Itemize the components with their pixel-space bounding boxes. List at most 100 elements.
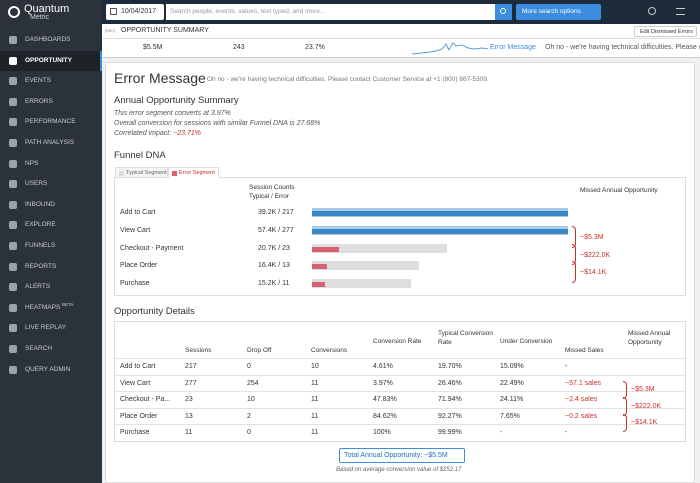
search-input[interactable]: Search people, events, values, text type… bbox=[166, 4, 495, 20]
sidebar-item[interactable]: SEARCH bbox=[0, 339, 102, 359]
sidebar-item[interactable]: DASHBOARDS bbox=[0, 30, 102, 50]
summary-message: Oh no - we're having technical difficult… bbox=[545, 44, 700, 51]
table-cell: - bbox=[565, 429, 568, 437]
sidebar-item[interactable]: HEATMAPS BETA bbox=[0, 298, 102, 318]
table-cell: 3.97% bbox=[373, 379, 393, 387]
sidebar-badge: BETA bbox=[62, 301, 74, 307]
table-cell: Add to Cart bbox=[120, 363, 156, 370]
sidebar-item[interactable]: INBOUND bbox=[0, 195, 102, 215]
error-bar bbox=[312, 228, 568, 234]
sidebar-label: EVENTS bbox=[25, 77, 52, 85]
count-separator: / bbox=[276, 244, 283, 252]
sidebar-item[interactable]: PATH ANALYSIS bbox=[0, 133, 102, 153]
sidebar-item[interactable]: LIVE REPLAY bbox=[0, 318, 102, 338]
table-cell: 11 bbox=[185, 429, 193, 437]
table-cell: 92.27% bbox=[438, 412, 462, 420]
table-cell: 11 bbox=[311, 412, 319, 420]
table-cell: 24.11% bbox=[500, 396, 524, 404]
table-cell: Purchase bbox=[120, 429, 150, 437]
session-counts: 20.7K / 23 bbox=[258, 245, 290, 252]
sidebar-icon bbox=[9, 159, 17, 168]
sidebar-item[interactable]: PERFORMANCE bbox=[0, 112, 102, 132]
legend-swatch bbox=[119, 171, 124, 176]
annual-impact: Correlated impact: ~23.71% bbox=[114, 130, 201, 137]
funnel-step: Place Order bbox=[120, 262, 158, 270]
typical-bar bbox=[312, 279, 412, 289]
sidebar-item[interactable]: EVENTS bbox=[0, 71, 102, 91]
sidebar-item[interactable]: FUNNELS bbox=[0, 236, 102, 256]
sidebar-label: HEATMAPS bbox=[25, 303, 61, 311]
sidebar-icon bbox=[9, 324, 17, 333]
column-header: Conversion Rate bbox=[373, 338, 422, 345]
row-divider bbox=[115, 424, 685, 426]
column-header: Missed Annual Opportunity bbox=[580, 187, 658, 194]
table-cell: 11 bbox=[311, 396, 319, 404]
summary-rate: 23.7% bbox=[305, 44, 325, 51]
table-cell: 99.99% bbox=[438, 429, 462, 437]
legend-tab[interactable]: Error Segment bbox=[168, 167, 219, 178]
typical-bar bbox=[312, 261, 420, 271]
missed-opportunity: ~$222.0K bbox=[631, 402, 662, 410]
annual-line: Overall conversion for sessions with sim… bbox=[114, 120, 321, 127]
table-cell: 11 bbox=[311, 429, 319, 437]
menu-icon[interactable] bbox=[676, 8, 685, 15]
sidebar-label: OPPORTUNITY bbox=[25, 56, 72, 64]
missed-opportunity: ~$14.1K bbox=[580, 269, 607, 277]
sidebar-label: REPORTS bbox=[25, 262, 57, 270]
summary-link[interactable]: Error Message bbox=[490, 44, 536, 51]
count-separator: / bbox=[276, 280, 283, 288]
missed-opportunity: ~$14.1K bbox=[631, 419, 658, 427]
sidebar-item[interactable]: ALERTS bbox=[0, 277, 102, 297]
sidebar-item[interactable]: USERS bbox=[0, 174, 102, 194]
legend-swatch bbox=[172, 171, 177, 176]
logo-icon bbox=[8, 6, 20, 18]
column-header: Missed Annual Opportunity bbox=[628, 330, 671, 346]
error-count: 217 bbox=[282, 209, 294, 216]
refresh-icon[interactable] bbox=[648, 7, 656, 15]
logo-text: Metric bbox=[30, 14, 50, 21]
column-header: Drop Off bbox=[247, 347, 272, 354]
sidebar-item[interactable]: QUERY ADMIN bbox=[0, 360, 102, 380]
subheader-title: OPPORTUNITY SUMMARY bbox=[121, 27, 209, 34]
sidebar-icon bbox=[9, 221, 17, 230]
sidebar-icon bbox=[9, 56, 17, 65]
table-cell: 23 bbox=[185, 396, 193, 404]
row-divider bbox=[115, 407, 685, 409]
table-cell: 100% bbox=[373, 429, 391, 437]
typical-count: 16.4K bbox=[258, 262, 277, 270]
sidebar-label: SEARCH bbox=[25, 345, 53, 352]
missed-opportunity: ~$5.3M bbox=[580, 233, 604, 241]
table-cell: 15.09% bbox=[500, 363, 524, 370]
column-header: Sessions bbox=[185, 347, 212, 354]
table-cell: 26.46% bbox=[438, 379, 462, 387]
bracket bbox=[623, 413, 627, 433]
edit-dismissed-button[interactable]: Edit Dismissed Errors bbox=[634, 26, 697, 37]
summary-sessions: 243 bbox=[233, 44, 245, 51]
sidebar-label: USERS bbox=[25, 180, 48, 188]
more-options-button[interactable]: More search options bbox=[516, 4, 601, 20]
table-cell: 19.70% bbox=[438, 363, 462, 370]
search-button[interactable] bbox=[495, 4, 512, 20]
sidebar-icon bbox=[9, 200, 17, 209]
date-input[interactable]: 10/04/2017 bbox=[106, 4, 164, 20]
section-heading: Annual Opportunity Summary bbox=[114, 95, 239, 106]
sidebar-icon bbox=[9, 139, 17, 147]
sidebar-item[interactable]: REPORTS bbox=[0, 257, 102, 277]
column-header: Typical / Error bbox=[249, 193, 290, 200]
sidebar-item[interactable]: EXPLORE bbox=[0, 215, 102, 235]
sidebar-item[interactable]: ERRORS bbox=[0, 92, 102, 112]
table-cell: 2 bbox=[247, 412, 251, 420]
sidebar-icon bbox=[9, 345, 17, 353]
bracket bbox=[572, 261, 576, 284]
sidebar-icon bbox=[9, 36, 17, 44]
table-cell: 22.49% bbox=[500, 379, 524, 387]
total-button[interactable]: Total Annual Opportunity: ~$5.5M bbox=[339, 448, 465, 463]
sidebar-item[interactable]: NPS bbox=[0, 154, 102, 174]
sparkline bbox=[412, 42, 488, 55]
column-header: Session Counts bbox=[249, 184, 295, 191]
sidebar bbox=[0, 0, 102, 483]
legend-tab[interactable]: Typical Segment bbox=[115, 167, 168, 178]
typical-bar bbox=[312, 243, 448, 253]
sidebar-item[interactable]: OPPORTUNITY bbox=[0, 50, 102, 71]
